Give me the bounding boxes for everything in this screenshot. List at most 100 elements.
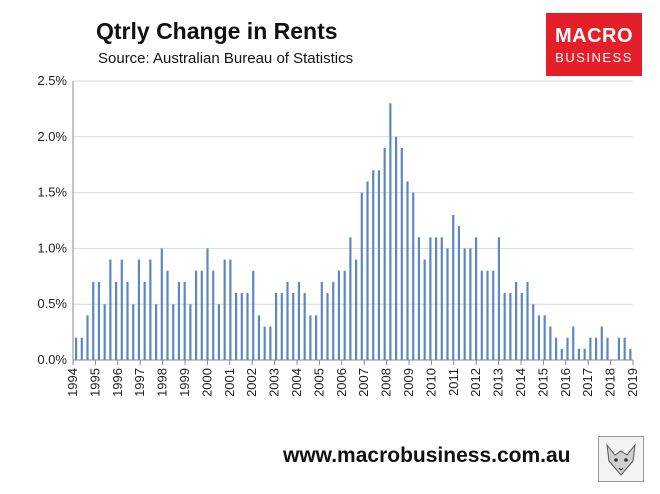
- bar: [292, 293, 295, 360]
- bar: [246, 293, 249, 360]
- bar: [189, 304, 192, 360]
- bar: [577, 348, 581, 360]
- bar: [360, 192, 363, 360]
- bar: [280, 293, 283, 360]
- bar: [263, 326, 266, 360]
- bar: [469, 248, 472, 360]
- fox-icon: [598, 436, 644, 482]
- bar: [572, 326, 575, 360]
- bar: [480, 270, 483, 360]
- bar: [595, 337, 598, 360]
- x-tick-label: 2011: [446, 368, 461, 396]
- bar: [417, 237, 421, 360]
- x-tick-label: 2007: [356, 368, 371, 397]
- logo-line-2: BUSINESS: [555, 50, 633, 65]
- bar: [395, 136, 398, 360]
- bar: [406, 181, 409, 360]
- bar: [389, 103, 392, 360]
- bar: [372, 170, 375, 360]
- x-tick-label: 2012: [468, 368, 483, 397]
- bar: [452, 214, 455, 360]
- bar: [326, 293, 329, 360]
- y-tick-label: 1.0%: [37, 240, 67, 255]
- bar: [543, 315, 546, 360]
- bar: [429, 237, 432, 360]
- bar: [97, 281, 101, 360]
- bar: [355, 259, 358, 360]
- website-url[interactable]: www.macrobusiness.com.au: [283, 444, 571, 467]
- bar: [275, 293, 278, 360]
- bar: [223, 259, 226, 360]
- bar: [195, 270, 198, 360]
- x-tick-label: 2014: [513, 368, 528, 397]
- bar: [440, 237, 443, 360]
- x-tick-label: 1999: [177, 368, 192, 397]
- bar: [629, 348, 632, 360]
- bar: [503, 293, 506, 360]
- bar: [149, 259, 152, 360]
- bar: [252, 270, 255, 360]
- bar: [286, 281, 289, 360]
- x-tick-label: 2005: [311, 368, 326, 397]
- macrobusiness-logo[interactable]: MACRO BUSINESS: [546, 13, 642, 76]
- bar: [297, 281, 301, 360]
- x-tick-label: 1997: [132, 368, 147, 397]
- bar: [600, 326, 603, 360]
- bar: [103, 304, 106, 360]
- bar: [212, 270, 215, 360]
- bar: [257, 315, 261, 360]
- x-tick-label: 1998: [155, 368, 170, 397]
- bar: [183, 281, 186, 360]
- y-tick-label: 0.5%: [37, 296, 67, 311]
- x-tick-label: 1994: [65, 368, 80, 397]
- x-tick-label: 2002: [244, 368, 259, 397]
- x-tick-label: 2004: [289, 368, 304, 397]
- bar: [303, 293, 306, 360]
- x-tick-label: 2018: [603, 368, 618, 397]
- bar: [555, 337, 558, 360]
- bar: [343, 270, 346, 360]
- bar: [309, 315, 312, 360]
- x-tick-label: 2013: [491, 368, 506, 397]
- bar: [80, 337, 83, 360]
- bar: [177, 281, 181, 360]
- bar: [617, 337, 621, 360]
- x-tick-label: 2001: [222, 368, 237, 397]
- bar: [120, 259, 123, 360]
- bar: [583, 348, 586, 360]
- bar: [92, 281, 95, 360]
- bar: [560, 348, 563, 360]
- x-tick-label: 2015: [535, 368, 550, 397]
- bar: [463, 248, 466, 360]
- bar: [549, 326, 552, 360]
- x-tick-label: 2019: [625, 368, 640, 397]
- logo-line-1: MACRO: [554, 25, 634, 47]
- bar: [366, 181, 369, 360]
- bar: [515, 281, 518, 360]
- x-tick-label: 2003: [267, 368, 282, 397]
- bar: [509, 293, 512, 360]
- x-tick-label: 2009: [401, 368, 416, 397]
- bar: [492, 270, 495, 360]
- bar: [315, 315, 318, 360]
- y-tick-label: 1.5%: [37, 185, 67, 200]
- bar: [75, 337, 78, 360]
- bar: [132, 304, 135, 360]
- bar: [332, 281, 335, 360]
- x-tick-label: 1996: [110, 368, 125, 397]
- bar: [412, 192, 415, 360]
- x-tick-label: 2017: [580, 368, 595, 397]
- bar: [383, 147, 386, 360]
- y-tick-label: 0.0%: [37, 352, 67, 367]
- bar: [143, 281, 146, 360]
- bar: [217, 304, 221, 360]
- bar: [235, 293, 238, 360]
- x-tick-label: 2008: [379, 368, 394, 397]
- bar: [423, 259, 426, 360]
- bar: [206, 248, 209, 360]
- bar: [589, 337, 592, 360]
- bar: [160, 248, 163, 360]
- bar: [623, 337, 626, 360]
- y-tick-label: 2.0%: [37, 129, 67, 144]
- y-tick-label: 2.5%: [37, 73, 67, 88]
